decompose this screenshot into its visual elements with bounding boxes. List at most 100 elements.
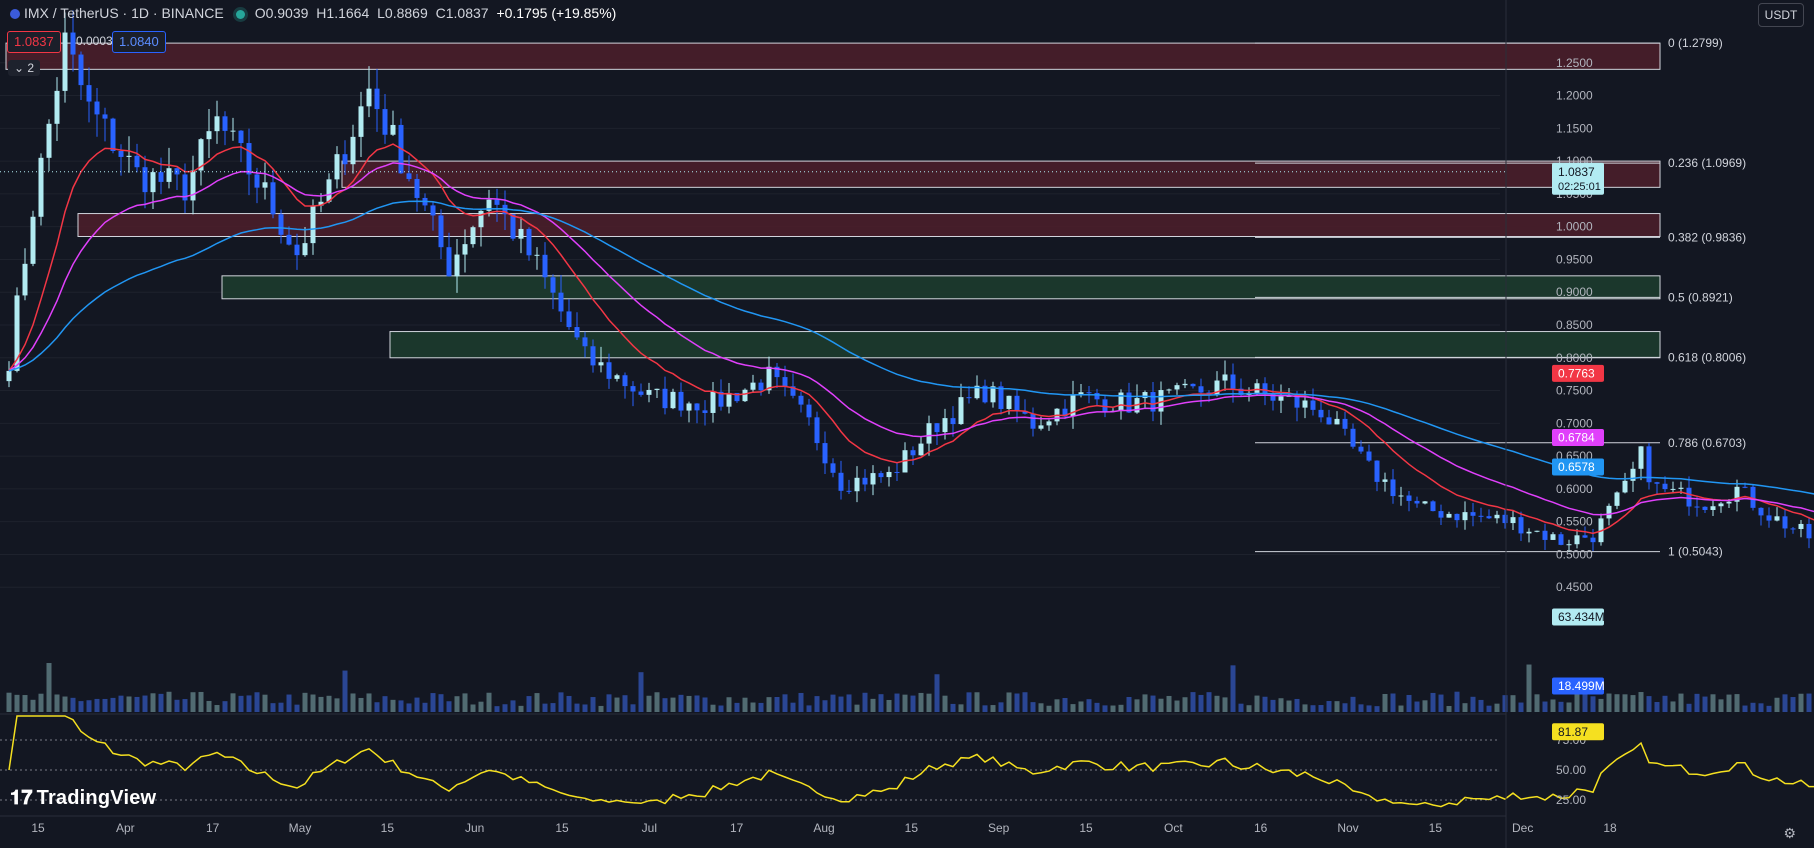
volume-bar [1638,692,1644,712]
volume-bar [470,704,476,712]
volume-bar [630,704,636,712]
volume-bar [1134,699,1140,712]
symbol-title[interactable]: IMX / TetherUS · 1D · BINANCE [24,5,224,21]
candle-body [1174,385,1180,390]
rsi-value-label: 81.87 [1558,725,1588,739]
volume-bar [454,696,460,712]
candle-body [182,174,188,201]
time-tick-label: Oct [1164,821,1183,835]
candle-body [78,54,84,86]
volume-bar [526,696,532,712]
volume-bar [1742,705,1748,712]
fib-label: 1 (0.5043) [1668,545,1723,559]
volume-bar [1518,702,1524,712]
indicators-collapse-button[interactable]: ⌄ 2 [8,60,41,76]
volume-bar [542,703,548,712]
volume-bar [1750,702,1756,712]
candles-layer [6,10,1812,552]
price-tick-label: 1.1500 [1556,121,1593,135]
candle-body [54,90,60,124]
candle-body [742,389,748,402]
volume-bar [566,695,572,712]
candle-body [830,463,836,473]
volume-last-label-bg [1552,608,1604,626]
volume-bar [246,695,252,712]
time-tick-label: 15 [1429,821,1443,835]
candle-body [294,244,300,256]
candle-body [406,173,412,179]
volume-bar [222,701,228,712]
volume-bar [446,701,452,712]
candle-body [230,130,236,132]
time-tick-label: 16 [1254,821,1268,835]
volume-bar [1702,696,1708,712]
candle-body [1030,413,1036,429]
volume-bar [558,692,564,712]
candle-body [774,366,780,378]
volume-bar [1238,703,1244,712]
candle-body [510,214,516,239]
volume-bar [1806,693,1812,712]
candle-body [286,234,292,245]
volume-bar [1438,694,1444,712]
time-tick-label: Nov [1337,821,1358,835]
volume-bar [958,704,964,712]
candle-body [1622,480,1628,493]
volume-bar [1326,701,1332,712]
volume-bar [1222,697,1228,712]
volume-bar [942,695,948,712]
rsi-tick-label: 25.00 [1556,793,1586,807]
volume-ma-label-bg [1552,677,1604,695]
candle-body [926,423,932,444]
candle-body [526,228,532,256]
price-tick-label: 0.8500 [1556,318,1593,332]
candle-body [302,243,308,256]
candle-body [318,201,324,206]
volume-bar [1734,694,1740,712]
time-tick-label: 17 [730,821,744,835]
candle-body [1358,446,1364,452]
candle-body [1046,421,1052,426]
volume-bar [478,701,484,712]
candle-body [1718,503,1724,507]
candle-body [1670,488,1676,490]
candle-body [814,417,820,444]
candle-body [734,392,740,402]
volume-bar [502,704,508,712]
candle-body [1014,395,1020,411]
volume-bar [862,692,868,712]
volume-bar [1662,695,1668,712]
sell-button[interactable]: 1.0837 [7,31,61,53]
candle-body [1062,408,1068,417]
candle-body [246,143,252,175]
volume-bar [614,697,620,712]
candle-body [1438,511,1444,518]
gear-icon[interactable]: ⚙ [1783,825,1796,841]
volume-bar [1654,702,1660,712]
volume-bar [46,663,52,712]
candle-body [270,182,276,215]
price-tick-label: 0.7500 [1556,384,1593,398]
volume-bar [1334,701,1340,712]
candle-body [646,389,652,395]
logo-text: TradingView [36,787,157,809]
volume-bar [1446,706,1452,712]
volume-bar [1078,701,1084,712]
candle-body [630,386,636,392]
candle-body [1278,396,1284,401]
buy-button[interactable]: 1.0840 [112,31,166,53]
candle-body [1374,460,1380,482]
volume-bar [1318,705,1324,712]
volume-bar [670,697,676,712]
volume-bar [950,703,956,712]
volume-bar [838,696,844,712]
candle-body [806,404,812,418]
candle-body [1518,517,1524,534]
volume-bar [22,695,28,712]
candle-body [534,254,540,256]
currency-button[interactable]: USDT [1758,3,1804,27]
candle-body [1590,537,1596,543]
candle-body [1310,400,1316,410]
